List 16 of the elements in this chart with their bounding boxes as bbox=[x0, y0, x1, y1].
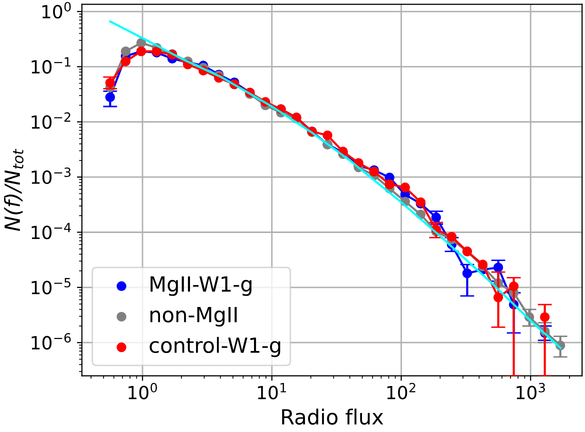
x-tick-label: 10$^{1}$ bbox=[258, 383, 286, 400]
y-tick-label: 10$^{−6}$ bbox=[32, 333, 71, 350]
legend-label: non-MgII bbox=[150, 306, 237, 327]
y-tick-label: 10$^{0}$ bbox=[42, 2, 71, 18]
y-tick-label: 10$^{−3}$ bbox=[32, 167, 71, 184]
x-tick-label: 10$^{0}$ bbox=[128, 382, 157, 400]
y-tick-label: 10$^{−4}$ bbox=[32, 222, 71, 240]
x-axis-title: Radio flux bbox=[282, 408, 384, 425]
y-axis-title: N(f)/N$_{tot}$ bbox=[4, 148, 24, 231]
y-tick-label: 10$^{−1}$ bbox=[32, 57, 70, 74]
x-tick-label: 10$^{3}$ bbox=[516, 382, 545, 400]
legend-label: control-W1-g bbox=[150, 336, 280, 358]
legend-label: MgII-W1-g bbox=[150, 276, 252, 296]
x-tick-label: 10$^{2}$ bbox=[387, 382, 416, 400]
y-tick-label: 10$^{−2}$ bbox=[32, 112, 70, 129]
y-tick-label: 10$^{−5}$ bbox=[32, 278, 70, 294]
